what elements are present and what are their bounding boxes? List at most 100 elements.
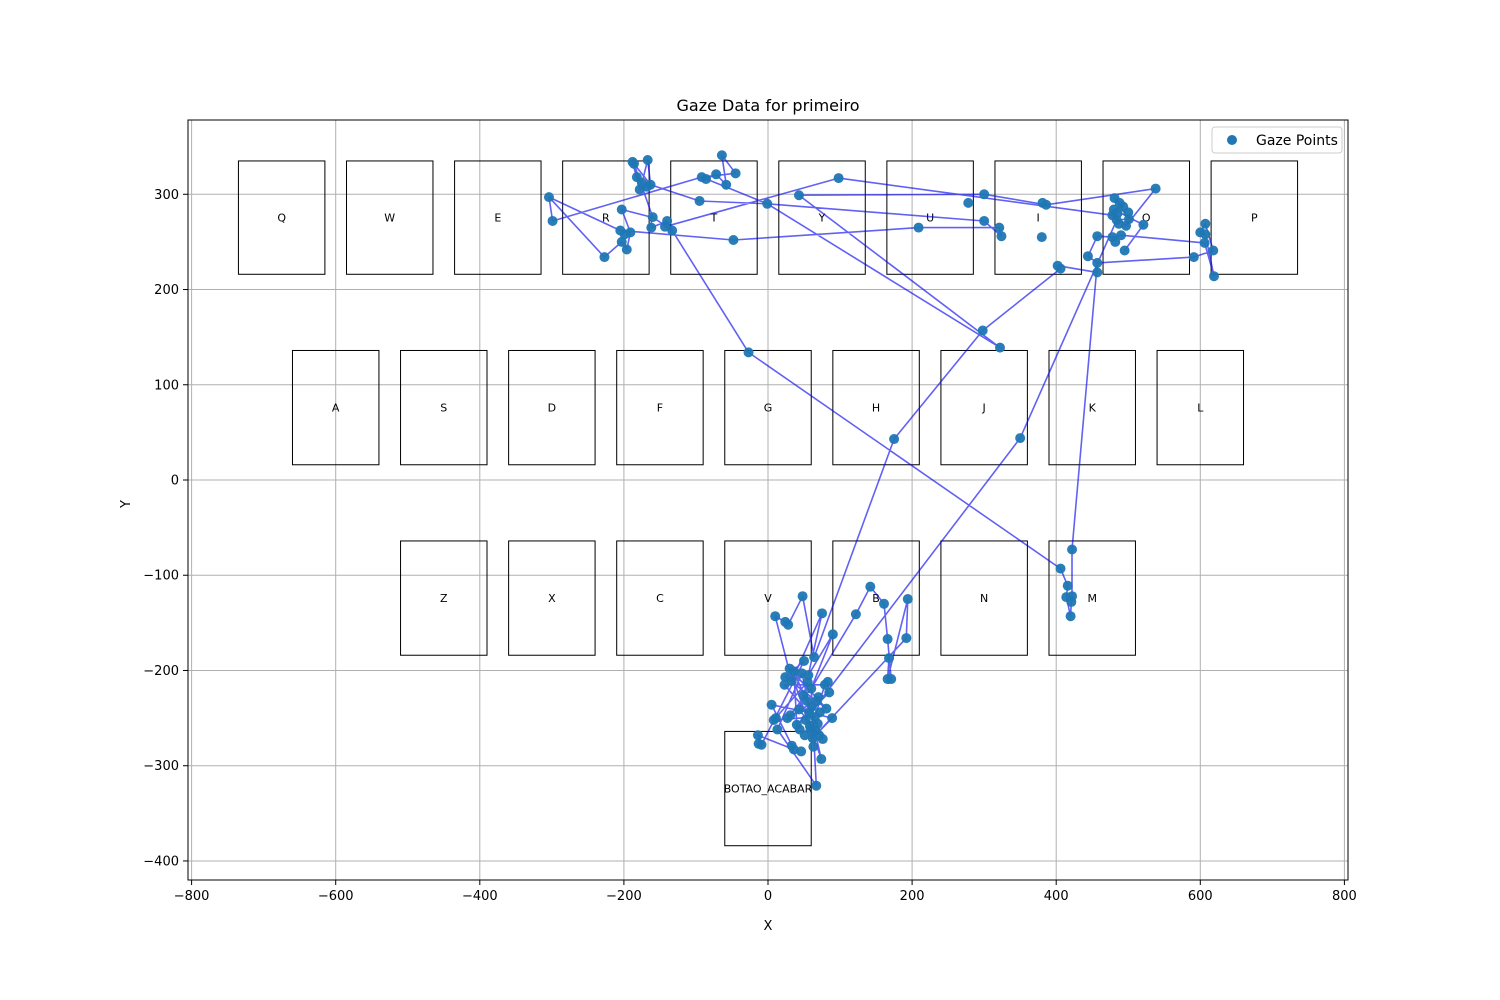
key-i-box bbox=[994, 160, 1082, 275]
key-y-label: Y bbox=[818, 212, 826, 225]
gaze-point bbox=[783, 619, 794, 630]
gaze-point bbox=[799, 655, 810, 666]
x-tick-label: −600 bbox=[318, 889, 354, 904]
key-g-label: G bbox=[764, 402, 773, 415]
gaze-point bbox=[850, 609, 861, 620]
y-tick-label: −300 bbox=[143, 759, 179, 774]
x-tick-label: 400 bbox=[1044, 889, 1069, 904]
gaze-point bbox=[728, 235, 739, 245]
key-s-label: S bbox=[440, 402, 447, 415]
key-h-label: H bbox=[872, 402, 880, 415]
key-e-box bbox=[454, 160, 542, 275]
y-axis-label: Y bbox=[119, 500, 134, 509]
gaze-point bbox=[793, 190, 804, 201]
key-c-box bbox=[616, 540, 704, 656]
y-tick-label: −200 bbox=[143, 664, 179, 679]
gaze-point bbox=[811, 780, 822, 791]
gaze-point bbox=[822, 676, 833, 687]
key-k-box bbox=[1048, 349, 1136, 466]
gaze-point bbox=[913, 222, 924, 233]
gaze-point bbox=[716, 150, 727, 161]
gaze-point bbox=[806, 683, 817, 694]
gaze-point bbox=[884, 653, 895, 664]
gaze-point bbox=[721, 179, 732, 190]
key-d-label: D bbox=[548, 402, 556, 415]
key-b-box bbox=[832, 540, 920, 656]
legend: Gaze Points bbox=[1211, 126, 1343, 154]
gaze-point bbox=[1066, 596, 1077, 607]
gaze-point bbox=[813, 692, 824, 703]
gaze-point bbox=[996, 231, 1007, 242]
key-z-label: Z bbox=[440, 592, 448, 605]
key-q-label: Q bbox=[277, 212, 286, 225]
gaze-point bbox=[809, 652, 820, 663]
gaze-point bbox=[599, 252, 610, 263]
key-m-box bbox=[1048, 540, 1136, 656]
gaze-point bbox=[647, 212, 658, 223]
gaze-point bbox=[827, 629, 838, 640]
gaze-point bbox=[770, 611, 781, 622]
y-tick-label: 200 bbox=[154, 283, 179, 298]
x-tick-label: −200 bbox=[606, 889, 642, 904]
gaze-point bbox=[615, 225, 626, 236]
grid-lines bbox=[188, 120, 1348, 880]
gaze-point bbox=[882, 634, 893, 645]
key-o-label: O bbox=[1142, 212, 1151, 225]
gaze-point bbox=[1208, 271, 1219, 282]
gaze-point bbox=[646, 222, 657, 233]
key-x-label: X bbox=[548, 592, 556, 605]
gaze-point bbox=[1065, 611, 1076, 622]
gaze-points bbox=[543, 150, 1219, 791]
gaze-point bbox=[1150, 183, 1161, 194]
key-i-label: I bbox=[1037, 212, 1040, 225]
x-tick-label: 0 bbox=[764, 889, 772, 904]
y-tick-label: 100 bbox=[154, 378, 179, 393]
gaze-point bbox=[1208, 245, 1219, 256]
x-axis-ticks: −800 −600 −400 −200 0 200 400 600 800 bbox=[174, 880, 1357, 904]
key-r-label: R bbox=[602, 212, 610, 225]
gaze-point bbox=[901, 633, 912, 644]
gaze-point bbox=[1110, 236, 1121, 247]
key-g-box bbox=[724, 349, 812, 466]
key-z-box bbox=[400, 540, 488, 656]
gaze-point bbox=[616, 236, 627, 247]
gaze-point bbox=[756, 739, 767, 750]
gaze-point bbox=[979, 215, 990, 226]
key-y-box bbox=[778, 160, 866, 275]
key-botao-acabar-label: BOTAO_ACABAR bbox=[724, 783, 813, 796]
gaze-point bbox=[785, 710, 796, 721]
key-j-label: J bbox=[982, 402, 986, 415]
gaze-point bbox=[1200, 229, 1211, 240]
gaze-point bbox=[827, 713, 838, 724]
key-e-label: E bbox=[494, 212, 501, 225]
legend-box bbox=[1211, 126, 1343, 154]
gaze-point bbox=[659, 221, 670, 232]
gaze-point bbox=[803, 670, 814, 681]
gaze-point bbox=[1015, 433, 1026, 444]
gaze-point bbox=[879, 598, 889, 609]
gaze-point bbox=[1116, 230, 1127, 241]
key-s-box bbox=[400, 349, 488, 466]
gaze-point bbox=[833, 173, 844, 184]
gaze-point bbox=[1092, 267, 1103, 278]
key-p-label: P bbox=[1251, 212, 1258, 225]
gaze-point bbox=[547, 215, 558, 226]
gaze-point bbox=[796, 746, 807, 757]
gaze-point bbox=[694, 195, 705, 206]
key-w-box bbox=[346, 160, 434, 275]
gaze-point bbox=[711, 169, 722, 180]
gaze-point bbox=[786, 675, 797, 686]
y-tick-label: −100 bbox=[143, 569, 179, 584]
gaze-point bbox=[797, 591, 808, 602]
x-tick-label: 600 bbox=[1188, 889, 1213, 904]
gaze-point bbox=[1041, 199, 1052, 210]
gaze-point bbox=[772, 724, 783, 735]
key-c-label: C bbox=[656, 592, 664, 605]
key-f-box bbox=[616, 349, 704, 466]
gaze-point bbox=[788, 666, 799, 677]
key-j-box bbox=[940, 349, 1028, 466]
gaze-point bbox=[1112, 208, 1123, 219]
key-m-label: M bbox=[1087, 592, 1097, 605]
